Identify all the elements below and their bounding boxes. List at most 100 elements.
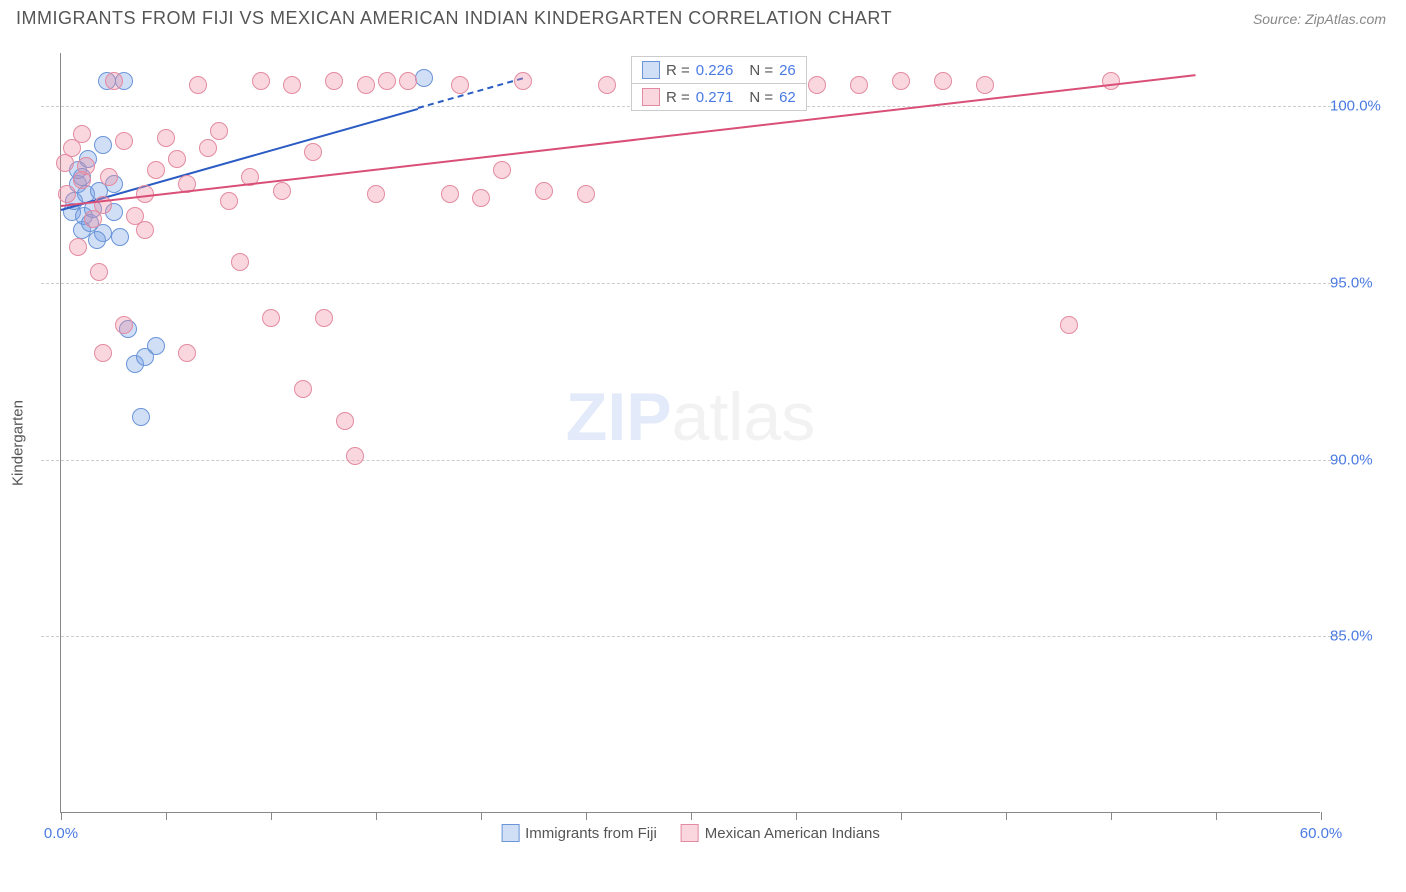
- scatter-point: [69, 238, 87, 256]
- scatter-point: [336, 412, 354, 430]
- legend-n-value: 62: [779, 89, 796, 106]
- xtick: [1321, 812, 1322, 820]
- xtick: [61, 812, 62, 820]
- xtick: [796, 812, 797, 820]
- scatter-point: [304, 143, 322, 161]
- scatter-point: [115, 316, 133, 334]
- scatter-point: [168, 150, 186, 168]
- xtick: [586, 812, 587, 820]
- scatter-point: [273, 182, 291, 200]
- xtick: [271, 812, 272, 820]
- legend-swatch: [681, 824, 699, 842]
- scatter-point: [451, 76, 469, 94]
- stats-legend-row: R = 0.271 N = 62: [632, 84, 806, 110]
- scatter-point: [441, 185, 459, 203]
- trend-line: [61, 108, 419, 211]
- xtick: [1216, 812, 1217, 820]
- trend-line: [61, 74, 1195, 207]
- scatter-point: [577, 185, 595, 203]
- scatter-point: [598, 76, 616, 94]
- legend-r-value: 0.271: [696, 89, 734, 106]
- scatter-point: [415, 69, 433, 87]
- watermark-suffix: atlas: [672, 379, 816, 455]
- series-legend-item: Mexican American Indians: [681, 824, 880, 842]
- scatter-point: [147, 161, 165, 179]
- scatter-point: [58, 185, 76, 203]
- scatter-point: [1102, 72, 1120, 90]
- scatter-point: [808, 76, 826, 94]
- xtick: [376, 812, 377, 820]
- scatter-point: [105, 72, 123, 90]
- scatter-point: [111, 228, 129, 246]
- scatter-point: [514, 72, 532, 90]
- scatter-point: [77, 157, 95, 175]
- scatter-point: [399, 72, 417, 90]
- legend-r-label: R =: [666, 89, 690, 106]
- plot-area: ZIPatlas 85.0%90.0%95.0%100.0%0.0%60.0%R…: [60, 53, 1320, 813]
- xtick: [691, 812, 692, 820]
- scatter-point: [73, 125, 91, 143]
- scatter-point: [283, 76, 301, 94]
- ytick-label: 100.0%: [1330, 98, 1390, 115]
- xtick-label: 0.0%: [44, 825, 78, 842]
- scatter-point: [136, 221, 154, 239]
- legend-swatch: [501, 824, 519, 842]
- scatter-point: [100, 168, 118, 186]
- series-legend-item: Immigrants from Fiji: [501, 824, 657, 842]
- scatter-point: [367, 185, 385, 203]
- title-bar: IMMIGRANTS FROM FIJI VS MEXICAN AMERICAN…: [0, 0, 1406, 33]
- scatter-point: [132, 408, 150, 426]
- scatter-point: [378, 72, 396, 90]
- scatter-point: [88, 231, 106, 249]
- scatter-point: [850, 76, 868, 94]
- xtick: [166, 812, 167, 820]
- source-label: Source: ZipAtlas.com: [1253, 11, 1386, 27]
- gridline-h: [41, 460, 1341, 461]
- scatter-point: [493, 161, 511, 179]
- scatter-point: [1060, 316, 1078, 334]
- scatter-point: [90, 263, 108, 281]
- scatter-point: [976, 76, 994, 94]
- xtick-label: 60.0%: [1300, 825, 1343, 842]
- stats-legend: R = 0.226N = 26R = 0.271N = 62: [631, 56, 807, 111]
- legend-swatch: [642, 61, 660, 79]
- gridline-h: [41, 283, 1341, 284]
- scatter-point: [157, 129, 175, 147]
- scatter-point: [115, 132, 133, 150]
- y-axis-label: Kindergarten: [10, 400, 27, 486]
- scatter-point: [220, 192, 238, 210]
- chart-title: IMMIGRANTS FROM FIJI VS MEXICAN AMERICAN…: [16, 8, 892, 29]
- scatter-point: [892, 72, 910, 90]
- ytick-label: 90.0%: [1330, 451, 1390, 468]
- legend-r-value: 0.226: [696, 62, 734, 79]
- scatter-point: [199, 139, 217, 157]
- stats-legend-row: R = 0.226N = 26: [632, 57, 806, 84]
- scatter-point: [535, 182, 553, 200]
- scatter-point: [325, 72, 343, 90]
- scatter-point: [231, 253, 249, 271]
- series-name: Mexican American Indians: [705, 825, 880, 842]
- series-legend: Immigrants from Fiji Mexican American Ind…: [501, 824, 880, 842]
- scatter-point: [346, 447, 364, 465]
- scatter-point: [472, 189, 490, 207]
- legend-swatch: [642, 88, 660, 106]
- scatter-point: [934, 72, 952, 90]
- scatter-point: [357, 76, 375, 94]
- scatter-point: [210, 122, 228, 140]
- scatter-point: [294, 380, 312, 398]
- xtick: [901, 812, 902, 820]
- scatter-point: [262, 309, 280, 327]
- plot-wrap: Kindergarten ZIPatlas 85.0%90.0%95.0%100…: [0, 33, 1406, 853]
- scatter-point: [315, 309, 333, 327]
- scatter-point: [189, 76, 207, 94]
- legend-n-label: N =: [749, 89, 773, 106]
- xtick: [1006, 812, 1007, 820]
- series-name: Immigrants from Fiji: [525, 825, 657, 842]
- trend-line: [418, 78, 524, 110]
- watermark: ZIPatlas: [566, 378, 815, 456]
- scatter-point: [56, 154, 74, 172]
- ytick-label: 85.0%: [1330, 628, 1390, 645]
- legend-r-label: R =: [666, 62, 690, 79]
- ytick-label: 95.0%: [1330, 274, 1390, 291]
- xtick: [1111, 812, 1112, 820]
